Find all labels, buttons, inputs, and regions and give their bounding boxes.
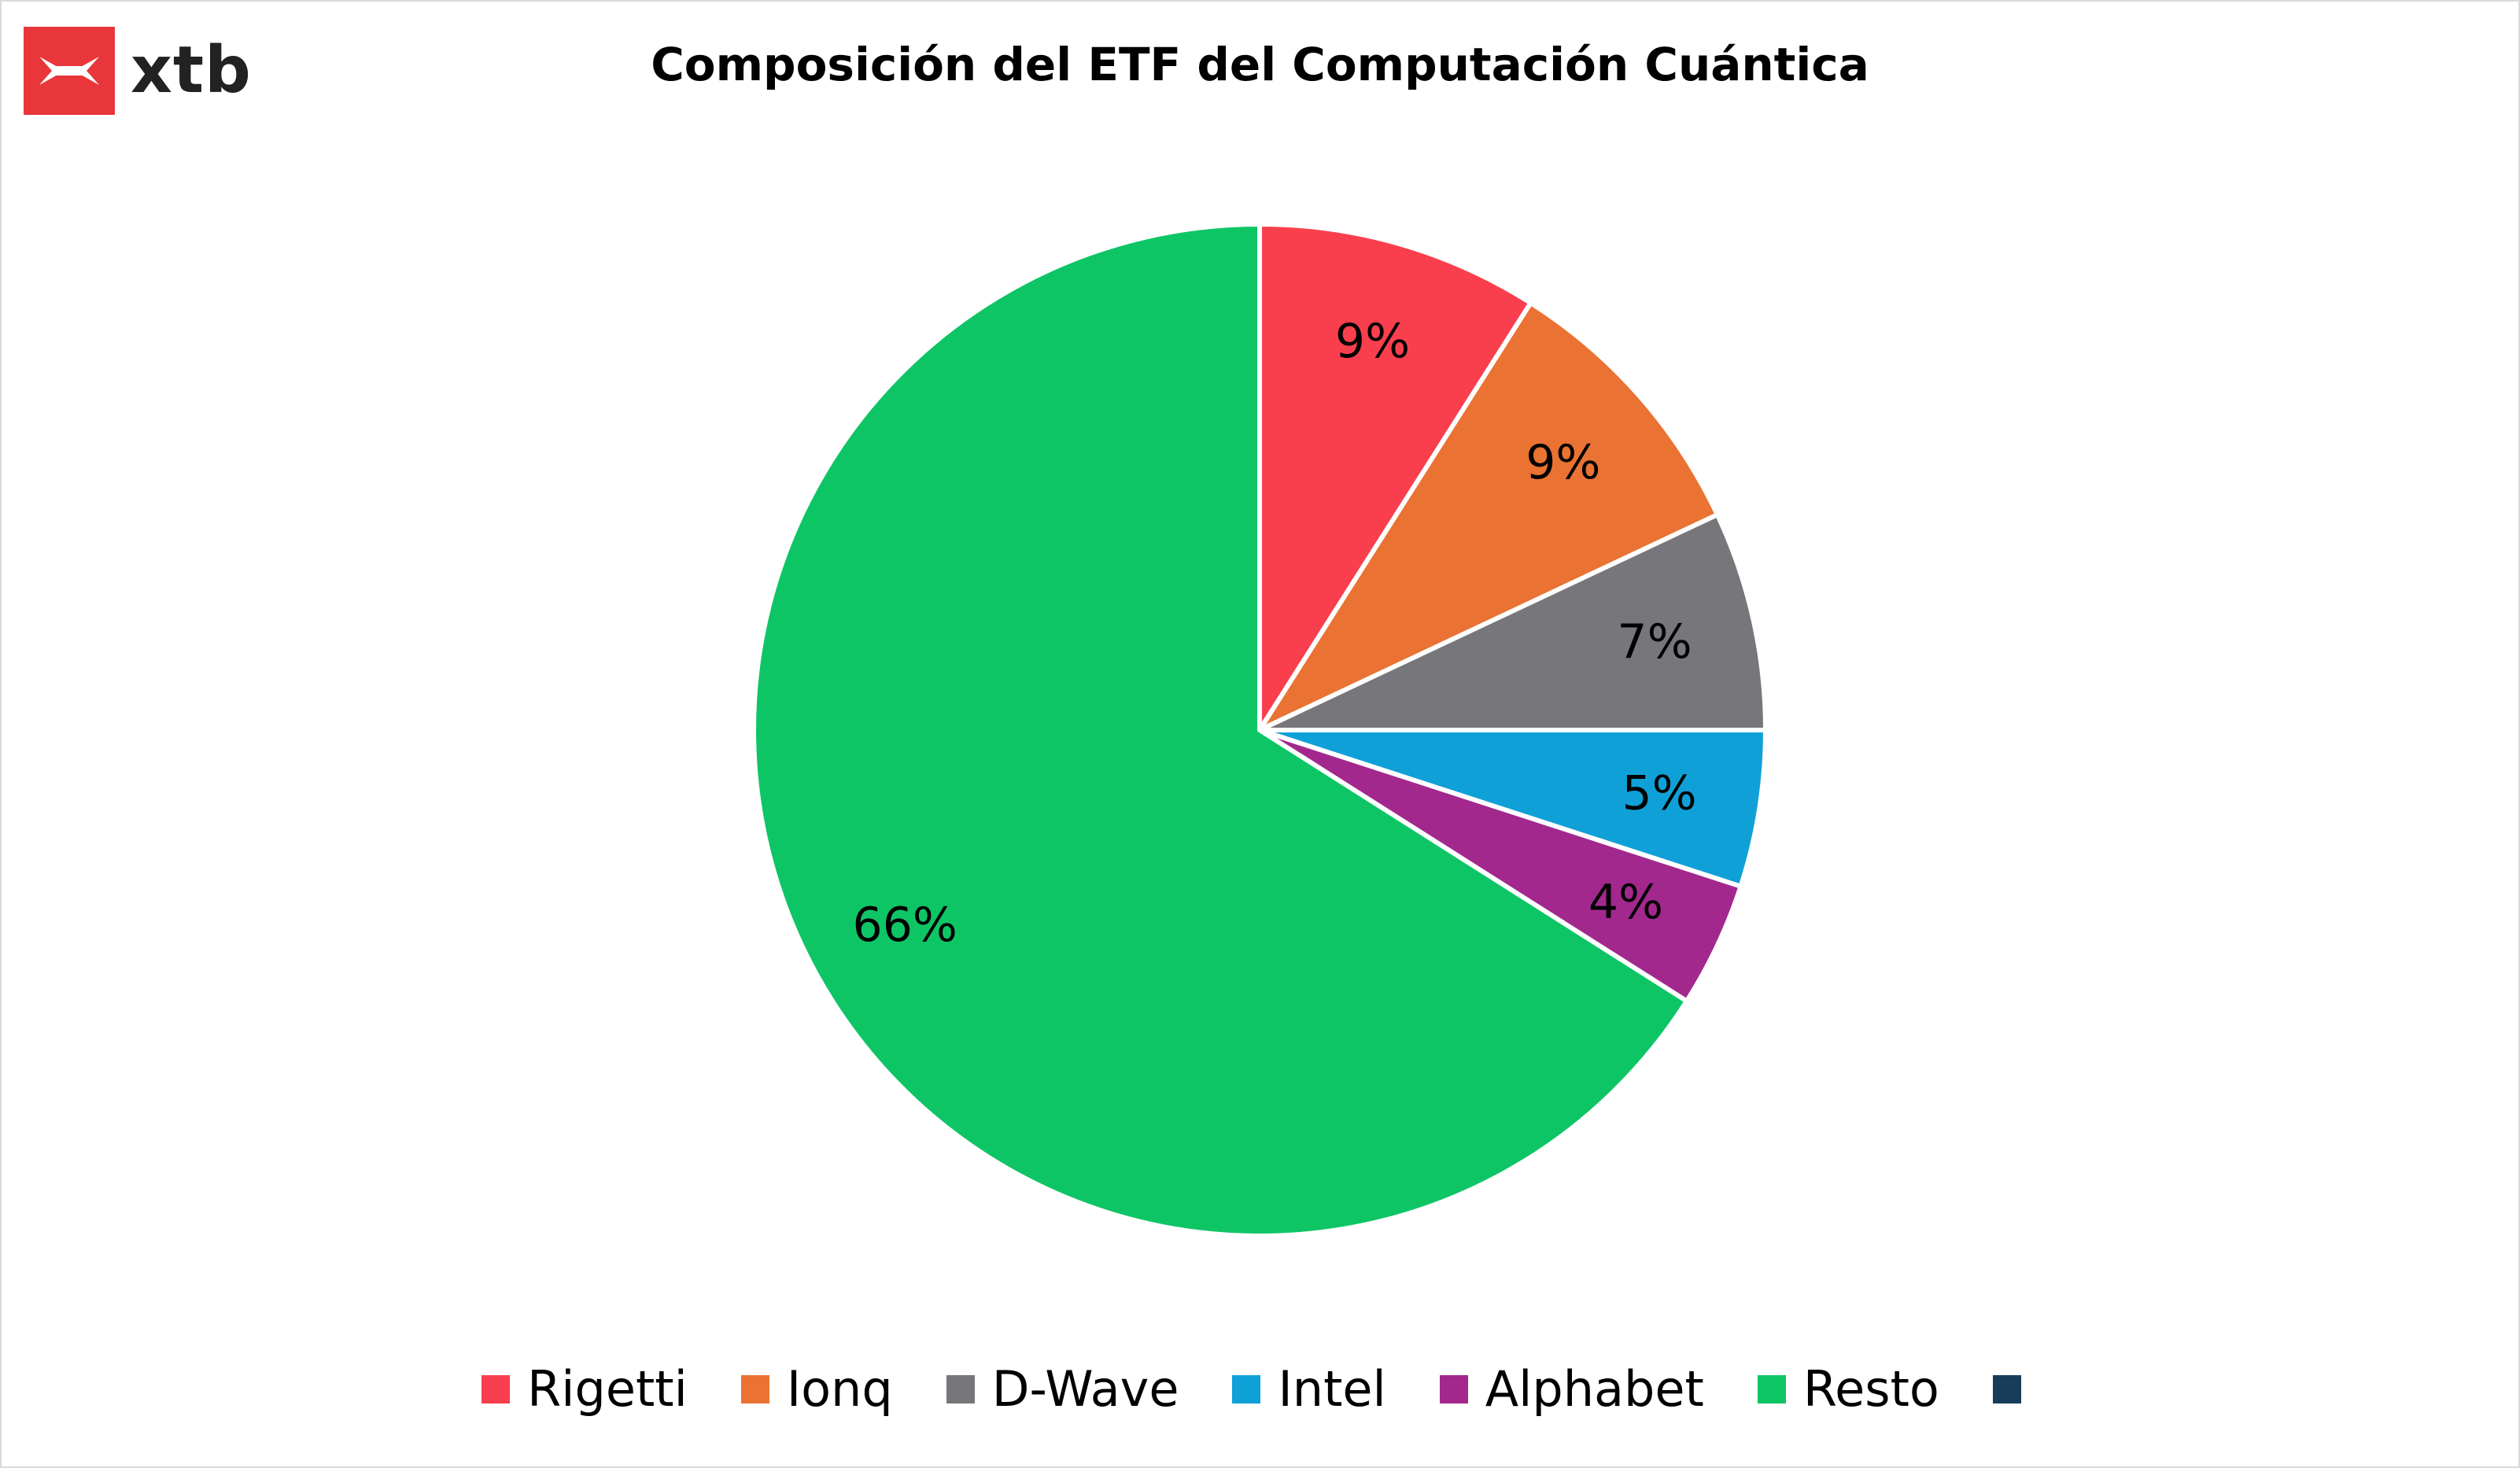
legend-label-resto: Resto: [1802, 1360, 1939, 1418]
legend-swatch-rigetti: [481, 1375, 511, 1403]
slice-label-rigetti: 9%: [1335, 314, 1410, 369]
pie-labels: 9% 9% 7% 5% 4% 66%: [853, 314, 1697, 953]
legend-swatch-alphabet: [1439, 1375, 1468, 1403]
legend-label-rigetti: Rigetti: [527, 1360, 688, 1418]
chart-title: Composición del ETF del Computación Cuán…: [651, 38, 1869, 91]
legend-label-ionq: Ionq: [786, 1360, 893, 1418]
slice-label-resto: 66%: [853, 898, 957, 953]
xtb-logo-icon: [24, 27, 115, 115]
slice-label-d-wave: 7%: [1617, 614, 1692, 669]
slice-label-ionq: 9%: [1526, 435, 1600, 490]
legend-swatch-d-wave: [946, 1375, 975, 1403]
legend-item-intel: Intel: [1232, 1360, 1386, 1418]
legend-label-d-wave: D-Wave: [991, 1360, 1179, 1418]
legend-swatch-unnamed-6: [1992, 1375, 2021, 1403]
legend-item-d-wave: D-Wave: [946, 1365, 1179, 1414]
xtb-logo: xtb: [24, 27, 252, 115]
slice-label-alphabet: 4%: [1588, 875, 1663, 930]
chart-legend: Rigetti Ionq D-Wave Intel Alphabet Resto: [0, 1365, 2520, 1414]
legend-swatch-resto: [1757, 1375, 1786, 1403]
pie-slice-rigetti: [1257, 222, 1533, 732]
pie-slice-resto: [751, 222, 1689, 1238]
logo-text: xtb: [131, 33, 252, 108]
legend-label-alphabet: Alphabet: [1485, 1360, 1704, 1418]
slice-label-intel: 5%: [1622, 765, 1696, 821]
pie-slices: [751, 222, 1768, 1238]
pie-slice-d-wave: [1257, 512, 1768, 732]
legend-item-alphabet: Alphabet: [1439, 1360, 1704, 1418]
legend-item-unnamed-6: [1992, 1375, 2039, 1403]
pie-slice-ionq: [1257, 301, 1720, 732]
legend-item-rigetti: Rigetti: [481, 1365, 688, 1414]
legend-item-resto: Resto: [1757, 1360, 1939, 1418]
legend-item-ionq: Ionq: [740, 1360, 893, 1418]
legend-swatch-intel: [1232, 1375, 1261, 1403]
legend-swatch-ionq: [740, 1375, 769, 1403]
legend-label-intel: Intel: [1278, 1360, 1386, 1418]
